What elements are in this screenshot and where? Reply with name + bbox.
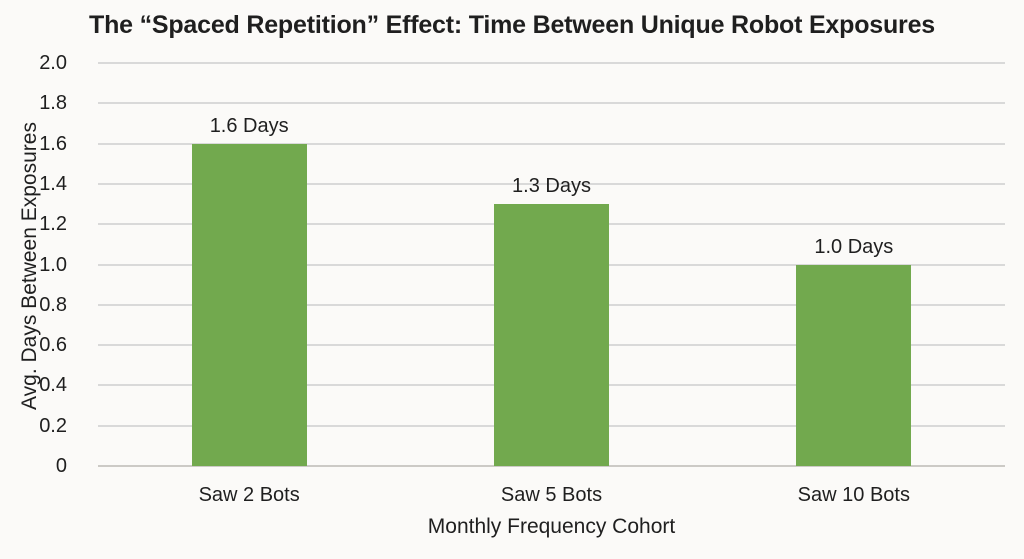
y-axis-tick-label: 1.0 <box>39 253 67 276</box>
y-axis-tick-label: 0.6 <box>39 334 67 357</box>
bar-data-label: 1.6 Days <box>209 114 289 137</box>
gridline <box>98 62 1005 64</box>
y-axis-tick-label: 0.2 <box>39 414 67 437</box>
x-axis-title: Monthly Frequency Cohort <box>427 515 676 538</box>
plot-area: 2.0 1.8 1.6 1.4 1.2 1.0 0.8 0.6 0.4 0.2 0 1.6 Days 1… <box>39 53 1005 476</box>
bar <box>796 264 912 466</box>
y-axis-tick-label: 2.0 <box>39 52 67 74</box>
y-axis-tick-label: 1.2 <box>39 213 67 236</box>
y-axis-tick-label: 1.4 <box>39 172 67 195</box>
x-axis-category-label: Saw 5 Bots <box>500 484 603 506</box>
bar-data-label: 1.3 Days <box>512 175 591 198</box>
gridline <box>98 142 1005 145</box>
chart-title: The “Spaced Repetition” Effect: Time Bet… <box>89 11 935 39</box>
x-axis-category-label: Saw 2 Bots <box>198 484 300 506</box>
y-axis-tick-label: 1.8 <box>39 92 67 115</box>
y-axis-tick-label: 1.6 <box>39 132 67 155</box>
gridline <box>98 182 1005 185</box>
y-axis-tick-label: 0.8 <box>39 293 67 316</box>
y-axis-tick-label: 0.4 <box>39 374 67 397</box>
x-axis-category-label: Saw 10 Bots <box>797 484 910 506</box>
x-axis-line <box>98 465 1005 467</box>
bar <box>494 204 609 466</box>
y-axis-tick-label: 0 <box>55 455 67 477</box>
gridline <box>98 102 1005 105</box>
bar <box>191 143 307 466</box>
bar-data-label: 1.0 Days <box>814 235 894 258</box>
